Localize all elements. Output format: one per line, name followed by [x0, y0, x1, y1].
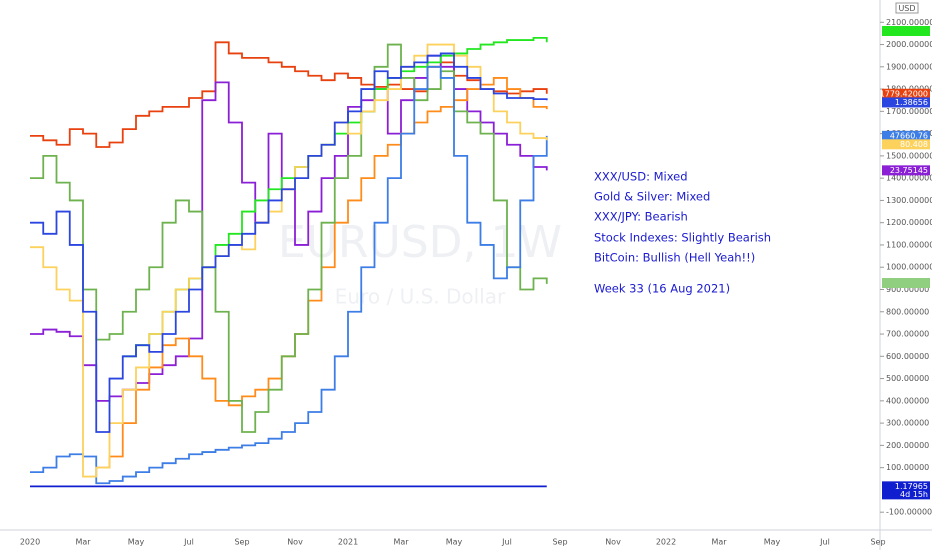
x-tick-label: Sep	[870, 538, 885, 547]
x-tick-label: Sep	[234, 538, 249, 547]
price-label: 1779.42000	[880, 89, 928, 98]
y-tick-label: 1200.00000	[886, 218, 932, 227]
y-tick-label: 1500.00000	[886, 151, 932, 160]
y-tick-label: 1900.00000	[886, 62, 932, 71]
y-tick-label: 1300.00000	[886, 196, 932, 205]
y-tick-label: 800.00000	[886, 307, 929, 316]
series-line	[30, 52, 548, 433]
price-label-box	[882, 165, 930, 176]
price-label: 23.75145	[890, 166, 928, 175]
price-label: 80.408	[900, 140, 928, 149]
price-box	[882, 26, 930, 36]
x-tick-label: Jul	[183, 538, 194, 547]
annotation: Gold & Silver: Mixed	[594, 190, 710, 204]
x-tick-label: Nov	[605, 538, 621, 547]
x-tick-label: Mar	[711, 538, 727, 547]
currency: USD	[898, 4, 915, 13]
price-label: 47660.76	[890, 131, 928, 140]
price-label: 1.17965	[895, 482, 928, 491]
x-tick-label: 2021	[338, 538, 358, 547]
price-box	[882, 278, 930, 288]
x-tick-label: Sep	[552, 538, 567, 547]
y-tick-label: 1400.00000	[886, 174, 932, 183]
price-label-box	[882, 88, 930, 99]
x-tick-label: Nov	[287, 538, 303, 547]
series-line	[30, 65, 548, 485]
annotation: XXX/JPY: Bearish	[594, 210, 688, 224]
y-tick-label: 300.00000	[886, 419, 929, 428]
y-tick-label: 900.00000	[886, 285, 929, 294]
y-tick-label: 1000.00000	[886, 263, 932, 272]
y-tick-label: 100.00000	[886, 463, 929, 472]
watermark: EURUSD, 1W	[278, 217, 562, 268]
annotation: Week 33 (16 Aug 2021)	[594, 282, 730, 296]
x-tick-label: 2022	[656, 538, 676, 547]
y-tick-label: 1100.00000	[886, 240, 932, 249]
x-tick-label: Mar	[75, 538, 91, 547]
price-label-box	[882, 130, 930, 141]
annotation: Stock Indexes: Slightly Bearish	[594, 231, 771, 245]
x-tick-label: May	[764, 538, 781, 547]
y-tick-label: -100.00000	[886, 508, 932, 517]
price-label-box	[882, 139, 930, 150]
currency-box	[895, 2, 919, 14]
y-tick-label: 400.00000	[886, 396, 929, 405]
x-tick-label: Mar	[393, 538, 409, 547]
x-tick-label: Jul	[819, 538, 830, 547]
price-label: 1.38656	[895, 98, 928, 107]
y-tick-label: 1700.00000	[886, 107, 932, 116]
y-tick-label: 600.00000	[886, 352, 929, 361]
price-label-box	[882, 97, 930, 108]
annotation: BitCoin: Bullish (Hell Yeah!!)	[594, 251, 755, 265]
y-tick-label: 500.00000	[886, 374, 929, 383]
watermark-sub: Euro / U.S. Dollar	[335, 285, 506, 309]
y-tick-label: 700.00000	[886, 330, 929, 339]
x-tick-label: May	[446, 538, 463, 547]
price-label-sub: 4d 15h	[900, 490, 928, 499]
y-tick-label: 200.00000	[886, 441, 929, 450]
x-tick-label: 2020	[20, 538, 40, 547]
x-tick-label: Jul	[501, 538, 512, 547]
x-tick-label: May	[128, 538, 145, 547]
annotation: XXX/USD: Mixed	[594, 170, 688, 184]
y-tick-label: 2100.00000	[886, 18, 932, 27]
y-tick-label: 2000.00000	[886, 40, 932, 49]
price-label-box	[882, 481, 930, 500]
series-line	[30, 43, 548, 433]
